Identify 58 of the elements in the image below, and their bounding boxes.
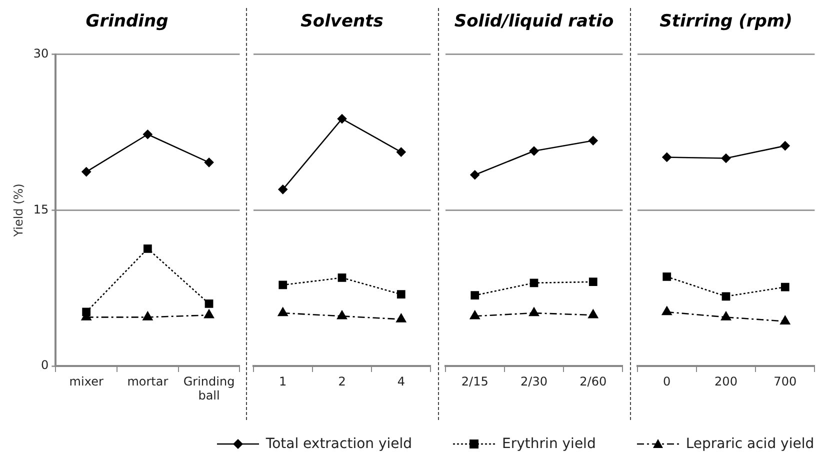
point — [530, 278, 538, 288]
point — [470, 170, 480, 180]
point — [470, 310, 480, 320]
point — [144, 244, 152, 253]
point — [204, 309, 214, 318]
point — [82, 308, 91, 316]
point — [529, 146, 539, 156]
x-tick-label: 700 — [774, 374, 797, 388]
point — [278, 184, 288, 194]
point — [588, 136, 598, 146]
chart-title: Grinding — [86, 12, 168, 32]
point — [662, 272, 672, 281]
point — [337, 310, 347, 320]
x-tick-label: mortar — [127, 374, 168, 388]
point — [588, 309, 598, 318]
point — [142, 312, 153, 320]
x-tick-label: 1 — [279, 374, 287, 388]
point — [143, 130, 152, 140]
legend-label: Erythrin yield — [502, 436, 596, 452]
y-tick-label: 30 — [33, 46, 49, 61]
x-tick-label: 2/60 — [580, 374, 607, 388]
x-tick-label: 2/30 — [520, 374, 548, 388]
legend-label: Lepraric acid yield — [686, 436, 814, 452]
x-tick-label: 2 — [338, 374, 346, 388]
chart-title: Solvents — [300, 12, 384, 32]
x-tick-label: 200 — [714, 374, 738, 388]
y-axis-title: Yield (%) — [11, 184, 26, 238]
y-tick-label: 0 — [41, 358, 49, 372]
point — [337, 114, 347, 124]
point — [278, 280, 288, 290]
point — [662, 306, 672, 316]
point — [338, 274, 346, 282]
x-tick-label: Grinding ball — [183, 374, 235, 403]
x-tick-label: 0 — [663, 374, 671, 388]
legend-label: Total extraction yield — [266, 436, 412, 452]
point — [82, 167, 91, 176]
x-tick-label: 4 — [397, 374, 405, 388]
point — [780, 316, 790, 324]
point — [529, 307, 539, 316]
y-tick-label: 15 — [33, 202, 49, 216]
chart-title: Stirring (rpm) — [660, 12, 792, 32]
point — [662, 152, 672, 162]
point — [780, 141, 790, 150]
point — [721, 154, 731, 163]
point — [396, 290, 406, 299]
point — [722, 292, 730, 301]
x-tick-label: mixer — [69, 374, 104, 388]
point — [204, 299, 214, 308]
point — [588, 278, 598, 286]
x-tick-label: 2/15 — [461, 374, 488, 388]
point — [396, 314, 406, 322]
point — [396, 147, 406, 157]
point — [204, 158, 214, 168]
point — [780, 282, 790, 292]
chart-title: Solid/liquid ratio — [454, 12, 614, 32]
point — [278, 307, 288, 316]
point — [721, 312, 731, 320]
point — [470, 291, 480, 300]
